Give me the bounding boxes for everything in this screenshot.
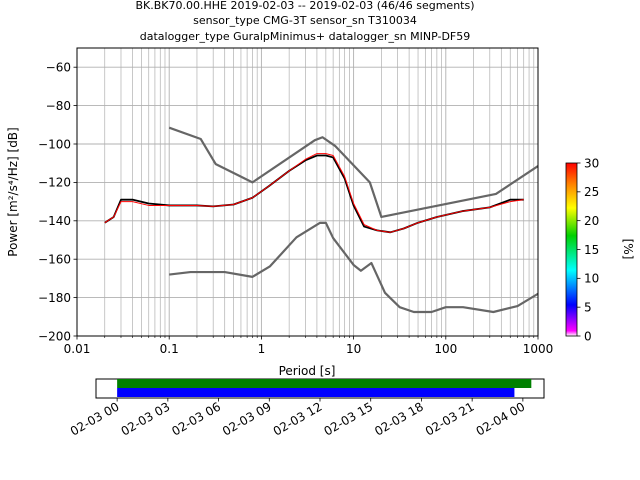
y-tick-label: −200 (38, 329, 71, 343)
x-axis: 0.01 0.1 1 10 100 1000 (64, 336, 554, 356)
new-high-noise-model-line (168, 126, 538, 219)
x-tick-label: 0.1 (160, 342, 179, 356)
y-tick-label: −160 (38, 253, 71, 267)
colorbar-tick-label: 5 (584, 300, 592, 314)
colorbar-tick-label: 20 (584, 214, 599, 228)
title-line-1: BK.BK70.00.HHE 2019-02-03 -- 2019-02-03 … (135, 0, 474, 12)
colorbar-tick-label: 30 (584, 156, 599, 170)
x-tick-label: 10 (346, 342, 361, 356)
x-tick-label: 100 (434, 342, 457, 356)
y-tick-label: −60 (46, 61, 71, 75)
plot-background (77, 48, 538, 336)
x-tick-label: 1000 (523, 342, 554, 356)
x-tick-label: 0.01 (64, 342, 91, 356)
x-axis-label: Period [s] (279, 364, 336, 378)
coverage-tick-label: 02-03 18 (372, 399, 426, 438)
title-line-3: datalogger_type GuralpMinimus+ datalogge… (140, 30, 471, 43)
coverage-tick-label: 02-03 15 (321, 399, 375, 438)
y-tick-label: −180 (38, 291, 71, 305)
psd-segments-bar (117, 388, 515, 397)
coverage-tick-label: 02-03 00 (68, 399, 122, 438)
coverage-tick-label: 02-04 00 (474, 399, 528, 438)
coverage-tick-label: 02-03 09 (220, 399, 274, 438)
coverage-tick-label: 02-03 03 (119, 399, 173, 438)
coverage-tick-label: 02-03 21 (423, 399, 477, 438)
y-axis: −200 −180 −160 −140 −120 −100 −80 −60 (38, 61, 77, 343)
coverage-bars (117, 379, 532, 397)
title-line-2: sensor_type CMG-3T sensor_sn T310034 (193, 14, 417, 27)
psd-lines (104, 126, 538, 314)
colorbar: 0 5 10 15 20 25 30 [%] (565, 156, 635, 343)
colorbar-tick-label: 0 (584, 329, 592, 343)
colorbar-tick-label: 25 (584, 185, 599, 199)
y-tick-label: −120 (38, 176, 71, 190)
coverage-tick-label: 02-03 12 (271, 399, 325, 438)
colorbar-label: [%] (621, 239, 635, 260)
colorbar-tick-label: 15 (584, 243, 599, 257)
y-axis-label: Power [m²/s⁴/Hz] [dB] (6, 127, 20, 256)
new-low-noise-model-line (169, 221, 538, 314)
colorbar-gradient (565, 162, 578, 337)
colorbar-ticks: 0 5 10 15 20 25 30 (577, 156, 599, 343)
data-available-bar (117, 379, 532, 388)
mode-line (104, 153, 524, 233)
y-tick-label: −80 (46, 99, 71, 113)
psd-plot: 0.01 0.1 1 10 100 1000 −200 −180 −160 −140 −120 −1… (6, 47, 554, 378)
x-tick-label: 1 (258, 342, 266, 356)
coverage-tick-label: 02-03 06 (169, 399, 223, 438)
y-tick-label: −140 (38, 214, 71, 228)
y-tick-label: −100 (38, 137, 71, 151)
colorbar-tick-label: 10 (584, 272, 599, 286)
plot-frame (76, 47, 539, 337)
